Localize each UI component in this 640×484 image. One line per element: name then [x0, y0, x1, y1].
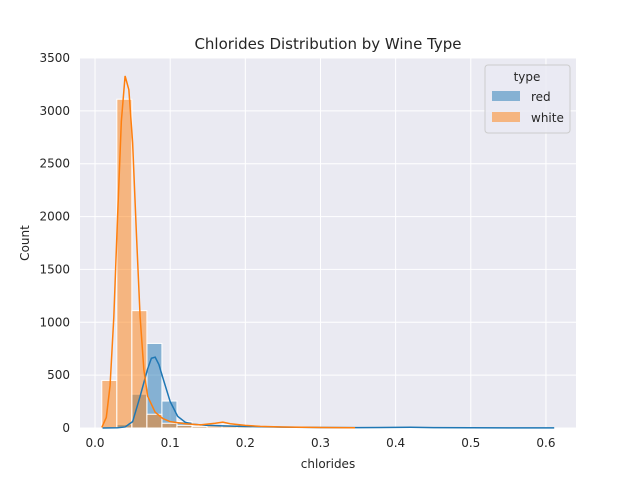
legend-label-red: red: [531, 90, 551, 104]
x-tick-label: 0.0: [85, 436, 104, 450]
y-axis-ticks: 0 500 1000 1500 2000 2500 3000 3500: [39, 51, 70, 435]
chart-title: Chlorides Distribution by Wine Type: [194, 35, 461, 53]
legend-label-white: white: [531, 111, 564, 125]
x-tick-label: 0.1: [161, 436, 180, 450]
y-tick-label: 2000: [39, 210, 70, 224]
legend: type red white: [485, 65, 570, 133]
bar-white: [162, 423, 177, 428]
x-tick-label: 0.2: [236, 436, 255, 450]
y-tick-label: 1000: [39, 315, 70, 329]
legend-swatch-red: [492, 91, 520, 101]
y-tick-label: 3500: [39, 51, 70, 65]
x-tick-label: 0.5: [461, 436, 480, 450]
y-axis-label: Count: [18, 225, 32, 261]
x-tick-label: 0.4: [386, 436, 405, 450]
bar-white: [117, 99, 132, 428]
x-axis-label: chlorides: [301, 457, 355, 471]
y-tick-label: 3000: [39, 104, 70, 118]
y-tick-label: 0: [62, 421, 70, 435]
bar-white: [177, 425, 192, 428]
y-tick-label: 1500: [39, 262, 70, 276]
y-tick-label: 500: [47, 368, 70, 382]
x-tick-label: 0.3: [311, 436, 330, 450]
x-tick-label: 0.6: [536, 436, 555, 450]
bar-white: [132, 311, 147, 428]
legend-title: type: [514, 70, 541, 84]
legend-swatch-white: [492, 112, 520, 122]
bar-white: [192, 426, 207, 428]
x-axis-ticks: 0.0 0.1 0.2 0.3 0.4 0.5 0.6: [85, 436, 555, 450]
y-tick-label: 2500: [39, 157, 70, 171]
